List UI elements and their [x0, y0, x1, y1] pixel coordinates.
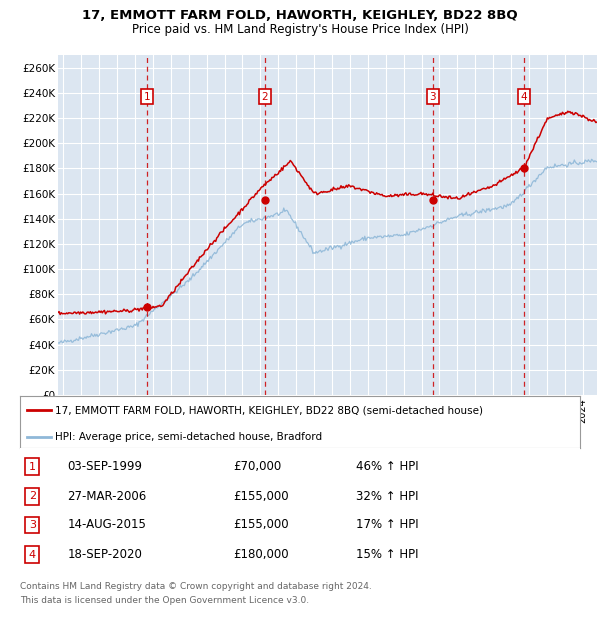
Text: 14-AUG-2015: 14-AUG-2015: [68, 518, 146, 531]
Text: Price paid vs. HM Land Registry's House Price Index (HPI): Price paid vs. HM Land Registry's House …: [131, 23, 469, 36]
Text: £155,000: £155,000: [233, 518, 289, 531]
Text: This data is licensed under the Open Government Licence v3.0.: This data is licensed under the Open Gov…: [20, 596, 309, 605]
Text: £180,000: £180,000: [233, 548, 289, 561]
Text: HPI: Average price, semi-detached house, Bradford: HPI: Average price, semi-detached house,…: [55, 432, 322, 441]
Text: 15% ↑ HPI: 15% ↑ HPI: [356, 548, 419, 561]
Text: 3: 3: [29, 520, 36, 530]
Text: 46% ↑ HPI: 46% ↑ HPI: [356, 460, 419, 473]
Text: 03-SEP-1999: 03-SEP-1999: [68, 460, 143, 473]
Text: 1: 1: [143, 92, 151, 102]
Text: 2: 2: [29, 492, 36, 502]
Text: 17, EMMOTT FARM FOLD, HAWORTH, KEIGHLEY, BD22 8BQ (semi-detached house): 17, EMMOTT FARM FOLD, HAWORTH, KEIGHLEY,…: [55, 405, 483, 415]
Text: 17% ↑ HPI: 17% ↑ HPI: [356, 518, 419, 531]
Text: 3: 3: [430, 92, 436, 102]
Text: 18-SEP-2020: 18-SEP-2020: [68, 548, 142, 561]
Text: 4: 4: [29, 550, 36, 560]
Text: 32% ↑ HPI: 32% ↑ HPI: [356, 490, 419, 503]
Text: £155,000: £155,000: [233, 490, 289, 503]
Text: 27-MAR-2006: 27-MAR-2006: [68, 490, 147, 503]
Text: Contains HM Land Registry data © Crown copyright and database right 2024.: Contains HM Land Registry data © Crown c…: [20, 582, 372, 591]
Text: 1: 1: [29, 462, 36, 472]
Text: 2: 2: [262, 92, 268, 102]
Text: 4: 4: [521, 92, 527, 102]
Text: £70,000: £70,000: [233, 460, 281, 473]
Text: 17, EMMOTT FARM FOLD, HAWORTH, KEIGHLEY, BD22 8BQ: 17, EMMOTT FARM FOLD, HAWORTH, KEIGHLEY,…: [82, 9, 518, 22]
